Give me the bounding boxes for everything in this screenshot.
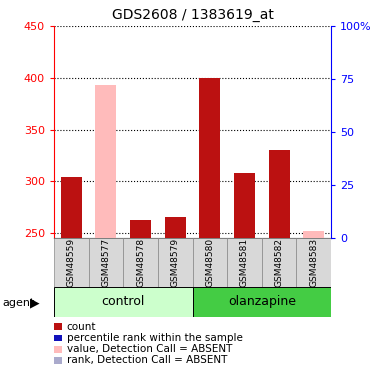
- Bar: [54, 238, 89, 287]
- Bar: [89, 238, 123, 287]
- Bar: [199, 78, 220, 238]
- Text: olanzapine: olanzapine: [228, 296, 296, 308]
- Text: ▶: ▶: [30, 297, 39, 309]
- Bar: [158, 238, 192, 287]
- Text: agent: agent: [2, 298, 34, 308]
- Bar: [296, 238, 331, 287]
- Bar: [192, 287, 331, 317]
- Bar: [262, 238, 296, 287]
- Bar: [61, 177, 82, 238]
- Text: GSM48579: GSM48579: [171, 238, 180, 287]
- Bar: [165, 217, 186, 238]
- Text: GSM48580: GSM48580: [205, 238, 214, 287]
- Bar: [269, 150, 290, 238]
- Bar: [130, 219, 151, 238]
- Text: rank, Detection Call = ABSENT: rank, Detection Call = ABSENT: [67, 356, 227, 365]
- Bar: [95, 85, 116, 238]
- Bar: [54, 287, 192, 317]
- Bar: [192, 238, 227, 287]
- Bar: [303, 231, 324, 238]
- Text: value, Detection Call = ABSENT: value, Detection Call = ABSENT: [67, 344, 232, 354]
- Text: GSM48583: GSM48583: [309, 238, 318, 287]
- Title: GDS2608 / 1383619_at: GDS2608 / 1383619_at: [112, 9, 273, 22]
- Text: GSM48582: GSM48582: [275, 238, 284, 287]
- Text: GSM48581: GSM48581: [240, 238, 249, 287]
- Bar: [227, 238, 262, 287]
- Text: percentile rank within the sample: percentile rank within the sample: [67, 333, 243, 343]
- Bar: [123, 238, 158, 287]
- Text: count: count: [67, 322, 96, 332]
- Text: GSM48577: GSM48577: [101, 238, 110, 287]
- Bar: [234, 173, 255, 238]
- Text: control: control: [102, 296, 145, 308]
- Text: GSM48559: GSM48559: [67, 238, 76, 287]
- Text: GSM48578: GSM48578: [136, 238, 145, 287]
